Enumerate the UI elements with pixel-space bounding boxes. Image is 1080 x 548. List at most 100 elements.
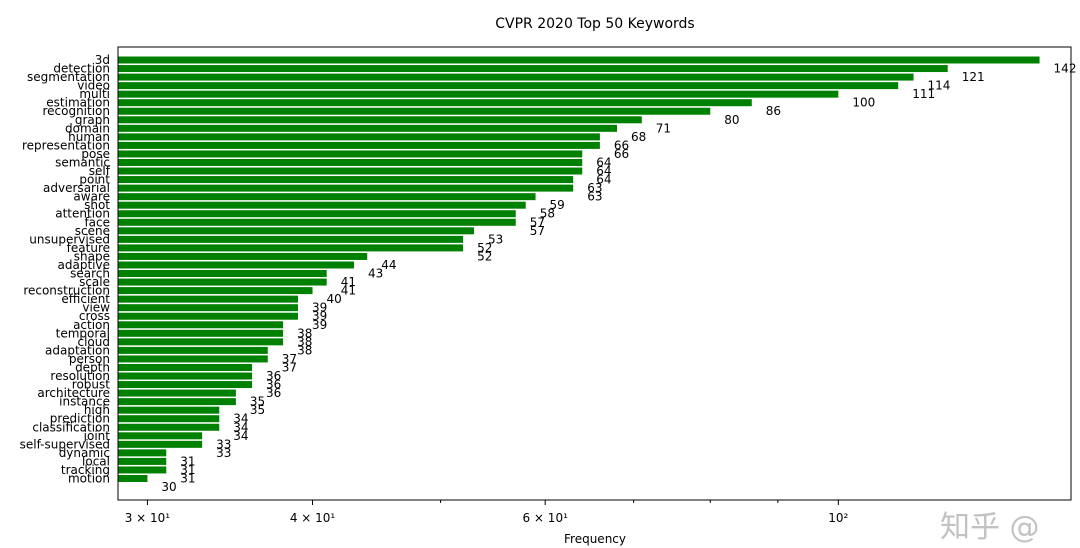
bar-action [118, 321, 284, 329]
bar-adaptation [118, 346, 268, 354]
x-tick-label: 3 × 10¹ [125, 511, 171, 525]
bar-attention [118, 210, 516, 218]
value-label: 57 [530, 224, 545, 238]
bar-local [118, 457, 167, 465]
value-label: 40 [327, 292, 342, 306]
value-label: 31 [180, 463, 195, 477]
value-label: 71 [656, 121, 671, 135]
value-label: 33 [216, 446, 231, 460]
category-label: representation [22, 138, 110, 152]
value-label: 44 [381, 258, 396, 272]
category-label: recognition [42, 104, 110, 118]
category-label: self-supervised [20, 437, 110, 451]
category-label: unsupervised [29, 232, 110, 246]
category-label: face [84, 215, 110, 229]
value-label: 31 [180, 454, 195, 468]
value-label: 39 [312, 301, 327, 315]
chart-title: CVPR 2020 Top 50 Keywords [495, 16, 694, 32]
category-label: video [77, 79, 110, 93]
x-tick-label: 6 × 10¹ [522, 511, 568, 525]
value-label: 53 [488, 232, 503, 246]
category-label: shot [84, 198, 110, 212]
value-label: 34 [233, 412, 248, 426]
value-label: 36 [266, 386, 281, 400]
bar-unsupervised [118, 235, 464, 243]
category-label: motion [68, 472, 110, 486]
value-label: 63 [587, 181, 602, 195]
value-label: 100 [852, 96, 875, 110]
value-label: 38 [297, 335, 312, 349]
value-label: 33 [216, 437, 231, 451]
value-label: 52 [477, 249, 492, 263]
value-label: 64 [596, 155, 611, 169]
bar-estimation [118, 99, 752, 107]
bar-tracking [118, 466, 167, 474]
bar-segmentation [118, 73, 914, 81]
bar-self-supervised [118, 440, 203, 448]
category-label: search [70, 267, 110, 281]
category-label: attention [55, 207, 110, 221]
bar-cloud [118, 338, 284, 346]
category-label: point [79, 173, 110, 187]
category-label: robust [72, 378, 110, 392]
bar-graph [118, 116, 642, 124]
bar-3d [118, 56, 1040, 64]
value-label: 43 [368, 267, 383, 281]
value-label: 121 [962, 70, 985, 84]
bar-video [118, 82, 899, 90]
bar-dynamic [118, 449, 167, 457]
value-label: 39 [312, 318, 327, 332]
category-label: temporal [56, 326, 110, 340]
category-label: person [69, 352, 110, 366]
value-label: 66 [614, 138, 629, 152]
category-label: adaptive [58, 258, 110, 272]
bar-detection [118, 65, 948, 73]
x-tick-label: 10² [828, 511, 848, 525]
category-label: efficient [61, 292, 110, 306]
category-label: local [82, 454, 110, 468]
value-label: 114 [928, 79, 951, 93]
bar-point [118, 176, 574, 184]
bar-resolution [118, 372, 253, 380]
value-label: 68 [631, 130, 646, 144]
bar-instance [118, 398, 236, 406]
category-label: semantic [55, 155, 110, 169]
category-label: architecture [37, 386, 110, 400]
bar-adaptive [118, 261, 355, 269]
value-label: 35 [250, 403, 265, 417]
value-label: 66 [614, 147, 629, 161]
bar-pose [118, 150, 583, 158]
bar-semantic [118, 158, 583, 166]
bar-cross [118, 312, 298, 320]
value-label: 64 [596, 164, 611, 178]
x-axis-ticks: 3 × 10¹ 4 × 10¹ 6 × 10¹ 10² [125, 500, 849, 525]
bar-temporal [118, 329, 284, 337]
value-label: 41 [341, 284, 356, 298]
value-label: 39 [312, 309, 327, 323]
category-label: graph [75, 113, 110, 127]
category-label: instance [59, 395, 110, 409]
category-label: feature [67, 241, 110, 255]
category-label: adaptation [45, 343, 110, 357]
bar-reconstruction [118, 287, 313, 295]
bar-robust [118, 381, 253, 389]
bar-adversarial [118, 184, 574, 192]
category-label: self [89, 164, 111, 178]
category-label: cross [79, 309, 110, 323]
value-label: 38 [297, 326, 312, 340]
bar-shot [118, 201, 526, 209]
bar-shape [118, 252, 368, 260]
bar-person [118, 355, 268, 363]
plot-frame [117, 46, 1072, 501]
category-label: action [73, 318, 110, 332]
value-label: 58 [540, 207, 555, 221]
bar-recognition [118, 107, 711, 115]
value-label: 86 [766, 104, 781, 118]
value-label: 59 [550, 198, 565, 212]
category-label: view [82, 301, 110, 315]
category-label: tracking [61, 463, 110, 477]
value-label: 38 [297, 343, 312, 357]
bar-depth [118, 363, 253, 371]
bar-face [118, 218, 516, 226]
value-label: 36 [266, 378, 281, 392]
